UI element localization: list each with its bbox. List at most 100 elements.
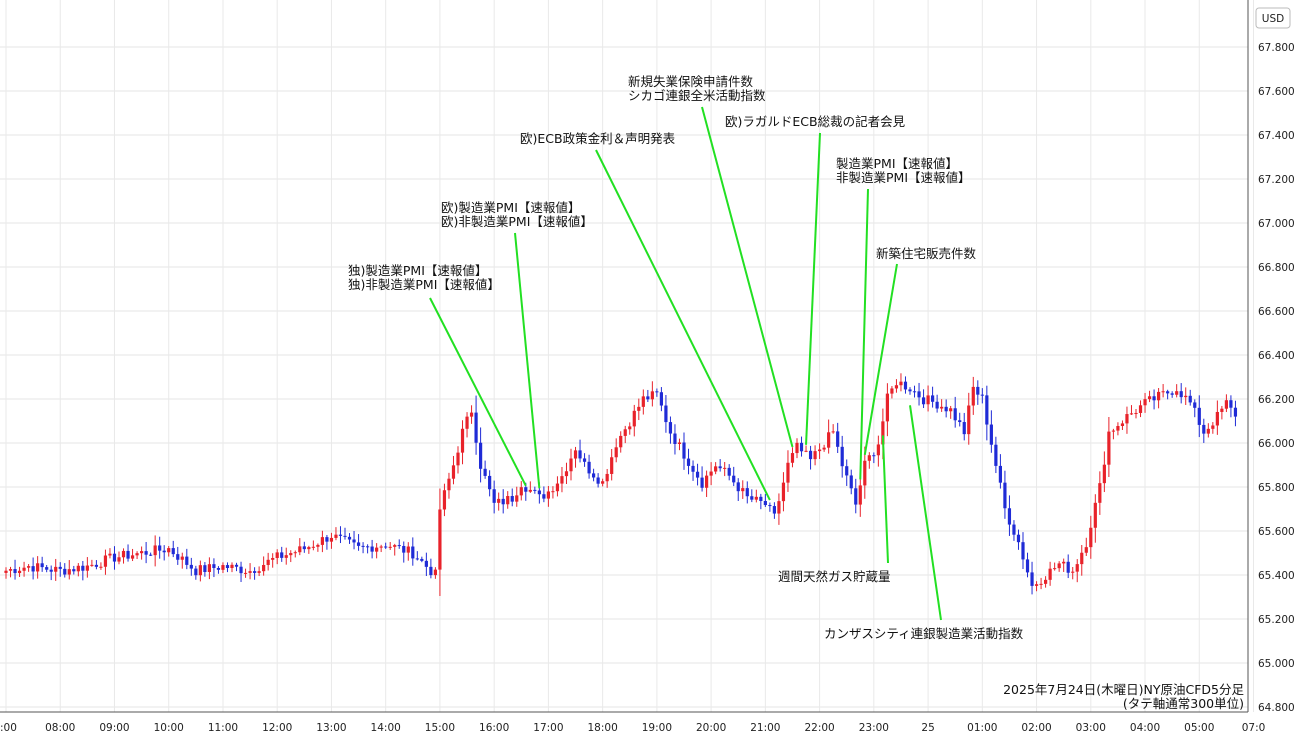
candle-up [1161,391,1165,393]
candle-up [451,465,456,479]
x-tick-label: 05:00 [1184,722,1214,734]
candle-up [1098,483,1102,503]
candle-down [63,568,67,575]
candle-down [176,554,180,560]
candle-down [411,546,415,559]
candle-down [772,506,776,514]
annotation-label: 週間天然ガス貯蔵量 [778,569,891,584]
candle-down [370,546,374,552]
candle-down [592,473,596,478]
candle-down [759,496,763,501]
candle-up [22,567,26,571]
candle-up [248,571,252,573]
candle-up [316,544,320,547]
candle-up [1215,411,1219,426]
candle-down [1179,391,1183,398]
price-axis[interactable]: 64.800 65.000 65.200 65.400 65.600 65.800 66.0… [1258,42,1295,714]
candle-up [623,429,627,436]
candle-up [1089,527,1093,548]
candle-up [388,546,392,548]
candle-up [1134,412,1138,414]
candle-up [167,548,171,553]
candle-down [483,468,487,476]
annotation-label: 欧)非製造業PMI【速報値】 [441,214,593,229]
candle-down [352,539,356,543]
candle-down [194,568,198,576]
candle-up [438,509,442,570]
candle-up [1080,552,1084,565]
candle-up [795,442,799,454]
candle-down [356,542,361,546]
y-tick-label: 67.800 [1258,42,1295,54]
x-tick-label: 23:00 [859,722,889,734]
annotation-label: シカゴ連銀全米活動指数 [628,88,766,103]
time-axis[interactable]: :00 08:00 09:00 10:00 11:00 12:00 13:00 14:00 15… [0,722,1265,734]
candle-up [894,385,899,389]
candle-down [415,558,419,560]
candle-up [456,452,460,466]
candle-up [67,569,71,575]
candle-down [1166,391,1170,394]
candle-up [528,489,532,492]
y-tick-label: 66.800 [1258,262,1295,274]
candle-up [221,565,225,570]
candle-down [958,420,962,423]
candle-up [17,570,22,574]
candle-down [31,566,35,572]
candle-up [1053,568,1057,570]
candlestick-series [4,373,1238,596]
candle-up [885,393,889,422]
candle-up [804,450,808,452]
candle-up [863,460,867,486]
candle-up [881,421,885,445]
x-tick-label: 14:00 [371,722,401,734]
annotation-leader [429,297,527,487]
candle-down [162,550,166,553]
candle-down [338,534,343,536]
candle-down [836,431,840,447]
x-tick-label: 15:00 [425,722,455,734]
candle-up [1224,400,1228,409]
annotation-label: 独)製造業PMI【速報値】 [348,263,487,278]
candle-down [397,545,401,547]
candle-up [605,473,609,482]
candle-up [723,467,727,469]
y-tick-label: 66.400 [1258,350,1295,362]
candle-up [876,444,880,456]
candle-up [650,391,654,400]
x-tick-label: 17:00 [533,722,563,734]
candle-up [27,566,31,568]
x-tick-label: 04:00 [1130,722,1160,734]
candle-down [1233,407,1238,417]
candle-up [329,537,334,542]
candle-down [998,465,1002,483]
candle-up [619,435,623,448]
candle-up [705,475,709,488]
candle-down [239,566,243,574]
y-tick-label: 65.800 [1258,482,1295,494]
caption-line-2: (タテ軸通常300単位) [1123,696,1244,711]
annotation-leader [805,132,821,445]
chart-caption: 2025年7月24日(木曜日)NY原油CFD5分足 (タテ軸通常300単位) [1003,682,1244,711]
candle-down [1025,559,1030,573]
candle-down [424,560,428,567]
candle-down [203,565,207,573]
candle-down [1202,424,1206,434]
candle-down [732,475,736,483]
candle-down [1030,572,1034,586]
candle-down [212,564,216,568]
candle-down [1193,402,1197,408]
candle-up [1062,561,1066,564]
candle-down [81,565,85,571]
candle-up [1044,579,1048,584]
candle-down [682,442,686,459]
candle-up [546,491,550,499]
y-tick-label: 66.000 [1258,438,1295,450]
candle-down [994,444,998,466]
candle-down [872,455,876,457]
currency-badge[interactable]: USD [1255,7,1291,29]
candle-down [492,489,496,503]
candle-down [962,422,966,435]
candle-up [1093,502,1097,528]
